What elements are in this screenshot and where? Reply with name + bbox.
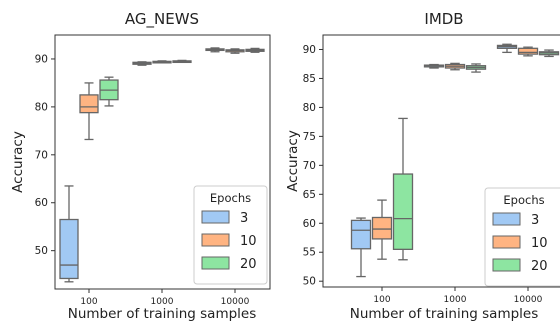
legend-title: Epochs	[210, 191, 251, 205]
box-iqr	[392, 173, 414, 250]
y-tick-label: 65	[303, 189, 316, 201]
y-tick-label: 50	[35, 245, 48, 257]
y-tick-group: 50 55 60 65 70 75 80 85 90	[303, 44, 323, 288]
box-group	[350, 43, 560, 278]
chart-title: IMDB	[424, 10, 463, 28]
x-tick-label: 10000	[221, 297, 250, 307]
box-10-epochs-100	[79, 82, 99, 141]
box-20-epochs-100	[392, 117, 414, 261]
plot-frame	[322, 34, 560, 288]
y-tick-label: 80	[35, 101, 48, 113]
legend-label: 10	[531, 236, 548, 251]
box-10-epochs-10000	[225, 48, 245, 54]
box-10-epochs-100	[371, 199, 393, 260]
legend-swatch	[201, 210, 230, 224]
box-3-epochs-1000	[423, 63, 445, 69]
box-20-epochs-1000	[465, 63, 487, 73]
box-20-epochs-1000	[172, 59, 192, 64]
legend-swatch	[492, 212, 521, 226]
x-tick-label: 100	[80, 297, 97, 307]
y-tick-label: 80	[303, 102, 316, 114]
x-tick-label: 10000	[514, 295, 543, 305]
box-iqr	[59, 218, 79, 280]
box-10-epochs-1000	[444, 62, 466, 71]
legend: Epochs 3 10 20	[484, 187, 560, 287]
legend-label: 3	[240, 211, 248, 226]
legend-swatch	[492, 235, 521, 249]
legend-swatch	[492, 258, 521, 272]
x-tick-label: 1000	[444, 295, 467, 305]
legend-title: Epochs	[503, 193, 544, 207]
chart-panel-imdb: IMDB 50 55 60 65 70 75 80 85 90 100 1000 10000 Acc…	[285, 10, 560, 322]
x-tick-label: 100	[373, 295, 390, 305]
box-10-epochs-1000	[152, 60, 172, 64]
x-axis-label: Number of training samples	[350, 306, 539, 322]
y-tick-label: 55	[303, 247, 316, 259]
x-axis-label: Number of training samples	[68, 306, 257, 322]
y-tick-label: 85	[303, 73, 316, 85]
y-tick-label: 75	[303, 131, 316, 143]
legend-label: 3	[531, 213, 539, 228]
legend-label: 10	[240, 234, 257, 249]
y-tick-label: 70	[35, 149, 48, 161]
y-tick-label: 50	[303, 276, 316, 288]
box-10-epochs-10000	[517, 46, 539, 57]
legend: Epochs 3 10 20	[193, 185, 268, 285]
y-tick-label: 90	[303, 44, 316, 56]
box-group	[59, 47, 265, 283]
chart-panel-ag-news: AG_NEWS 50 60 70 80 90 100 1000 10000 Accuracy…	[10, 10, 271, 322]
y-tick-label: 60	[303, 218, 316, 230]
box-3-epochs-100	[350, 217, 372, 278]
x-tick-group: 100 1000 10000	[373, 287, 543, 305]
y-tick-label: 60	[35, 197, 48, 209]
box-3-epochs-10000	[496, 43, 518, 54]
box-20-epochs-10000	[245, 47, 265, 53]
box-3-epochs-1000	[132, 61, 152, 66]
box-20-epochs-10000	[538, 49, 560, 58]
box-iqr	[350, 219, 372, 250]
box-iqr	[79, 94, 99, 114]
box-20-epochs-100	[99, 76, 119, 107]
chart-title: AG_NEWS	[125, 10, 199, 29]
legend-swatch	[201, 233, 230, 247]
legend-swatch	[201, 256, 230, 270]
y-tick-group: 50 60 70 80 90	[35, 53, 55, 257]
legend-label: 20	[240, 257, 257, 272]
y-axis-label: Accuracy	[10, 131, 26, 193]
y-tick-label: 70	[303, 160, 316, 172]
box-3-epochs-100	[59, 185, 79, 283]
y-tick-label: 90	[35, 53, 48, 65]
x-tick-label: 1000	[151, 297, 174, 307]
box-3-epochs-10000	[205, 47, 225, 53]
legend-label: 20	[531, 259, 548, 274]
box-iqr	[371, 216, 393, 240]
box-iqr	[517, 47, 539, 55]
y-axis-label: Accuracy	[285, 130, 301, 192]
x-tick-group: 100 1000 10000	[80, 289, 250, 307]
